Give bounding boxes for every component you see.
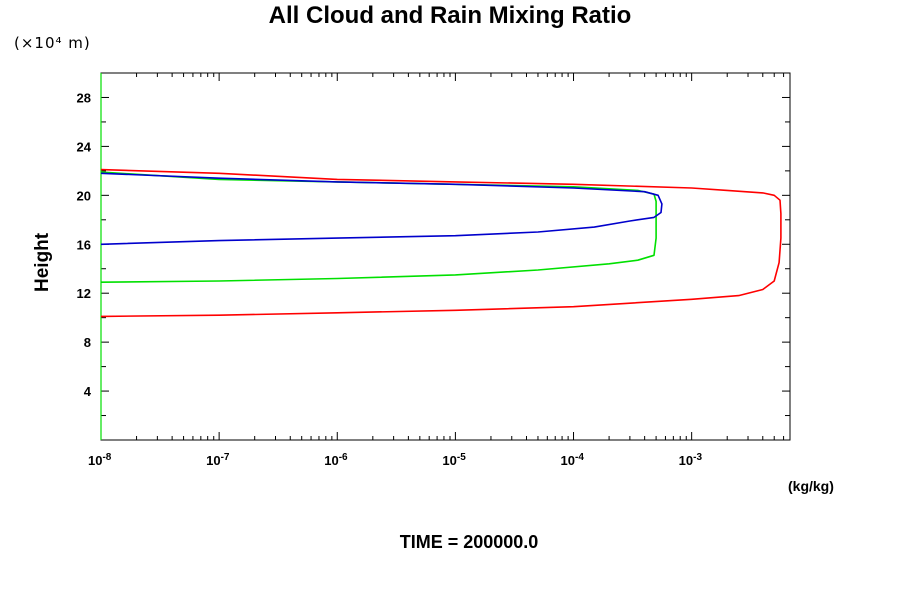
y-tick-label: 4 [84,384,92,399]
x-tick-label: 10-8 [88,452,112,468]
x-axis-unit: (kg/kg) [788,478,834,494]
y-tick-label: 28 [77,90,91,105]
x-tick-label: 10-7 [206,452,230,468]
y-axis-unit: (×10⁴ m) [14,34,91,52]
series-layer [100,168,782,318]
x-tick-label: 10-5 [442,452,466,468]
x-tick-label: 10-3 [679,452,703,468]
y-tick-label: 20 [77,188,91,203]
series-line-2 [100,172,663,246]
y-tick-label: 16 [77,237,91,252]
time-footer: TIME = 200000.0 [399,532,539,552]
series-line-0 [100,168,782,318]
x-tick-label: 10-6 [324,452,348,468]
axes-layer: 10-8 10-7 10-6 10-5 10-4 10-3 4 8 12 16 20 24 28 [77,72,791,468]
plot-frame [100,72,791,441]
y-tick-label: 12 [77,286,91,301]
y-tick-label: 24 [77,139,92,154]
x-tick-label: 10-4 [561,452,585,468]
chart-title: All Cloud and Rain Mixing Ratio [268,2,632,29]
y-tick-label: 8 [84,335,91,350]
